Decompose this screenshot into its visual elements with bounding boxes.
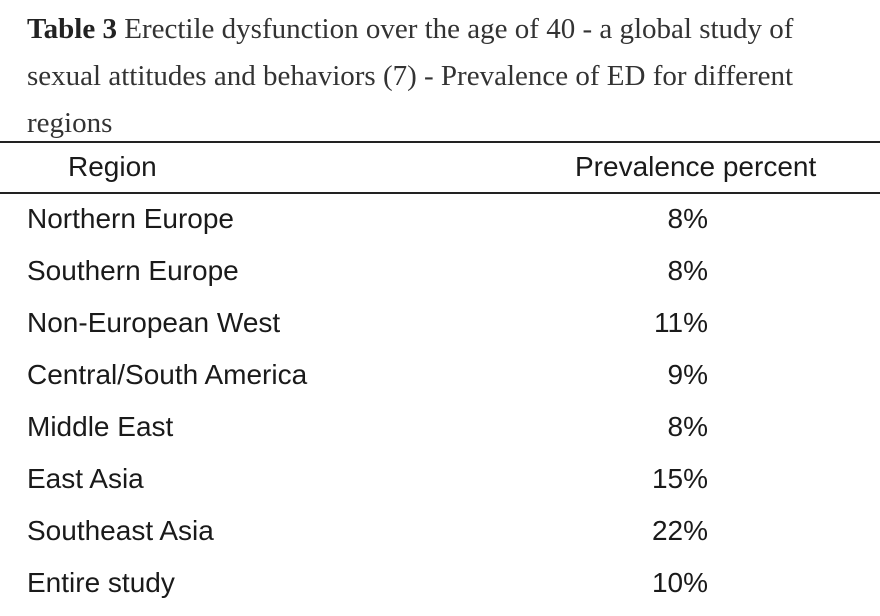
region-cell: Entire study <box>27 567 175 598</box>
region-cell: Non-European West <box>27 307 281 338</box>
column-header: Prevalence percent <box>575 151 817 182</box>
region-cell: East Asia <box>27 463 144 494</box>
prevalence-cell: 11% <box>654 307 708 338</box>
region-cell: Central/South America <box>27 359 308 390</box>
prevalence-cell: 8% <box>667 411 708 442</box>
prevalence-cell: 8% <box>667 255 708 286</box>
prevalence-cell: 22% <box>651 515 708 546</box>
region-cell: Southeast Asia <box>27 515 214 546</box>
region-cell: Southern Europe <box>27 255 239 286</box>
header-rule <box>0 192 880 194</box>
caption-text: Erectile dysfunction over the age of 40 … <box>27 13 794 139</box>
prevalence-cell: 10% <box>651 567 708 598</box>
prevalence-cell: 15% <box>651 463 708 494</box>
prevalence-cell: 9% <box>667 359 708 390</box>
caption: Table 3 Erectile dysfunction over the ag… <box>27 6 867 147</box>
top-rule <box>0 141 880 143</box>
caption-label: Table 3 <box>27 13 117 45</box>
region-cell: Middle East <box>27 411 174 442</box>
region-cell: Northern Europe <box>27 203 235 234</box>
column-header: Region <box>68 151 157 182</box>
prevalence-cell: 8% <box>667 203 708 234</box>
